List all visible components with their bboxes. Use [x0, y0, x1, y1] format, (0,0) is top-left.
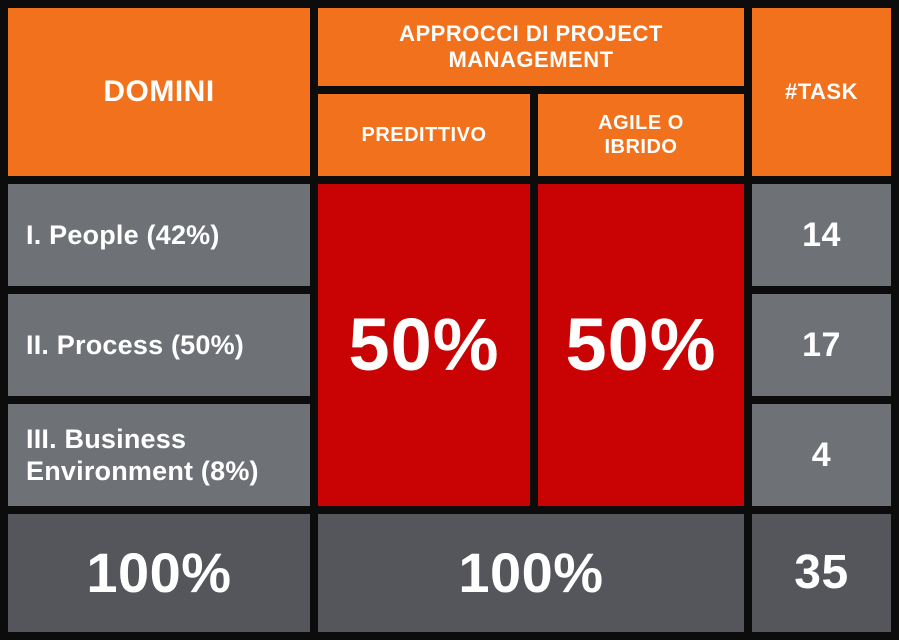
total-task-count: 35 [752, 514, 891, 632]
row-domain-people: I. People (42%) [8, 184, 310, 286]
header-predittivo: PREDITTIVO [318, 94, 530, 176]
header-approcci-project-management: APPROCCI DI PROJECT MANAGEMENT [318, 8, 744, 86]
total-approcci-percentage: 100% [318, 514, 744, 632]
header-agile-ibrido: AGILE O IBRIDO [538, 94, 744, 176]
task-count-business-environment: 4 [752, 404, 891, 506]
row-domain-business-environment: III. Business Environment (8%) [8, 404, 310, 506]
header-task-count: #TASK [752, 8, 891, 176]
row-domain-process: II. Process (50%) [8, 294, 310, 396]
value-agile-ibrido-percentage: 50% [538, 184, 744, 506]
task-count-process: 17 [752, 294, 891, 396]
total-domini-percentage: 100% [8, 514, 310, 632]
header-domini: DOMINI [8, 8, 310, 176]
task-count-people: 14 [752, 184, 891, 286]
value-predittivo-percentage: 50% [318, 184, 530, 506]
